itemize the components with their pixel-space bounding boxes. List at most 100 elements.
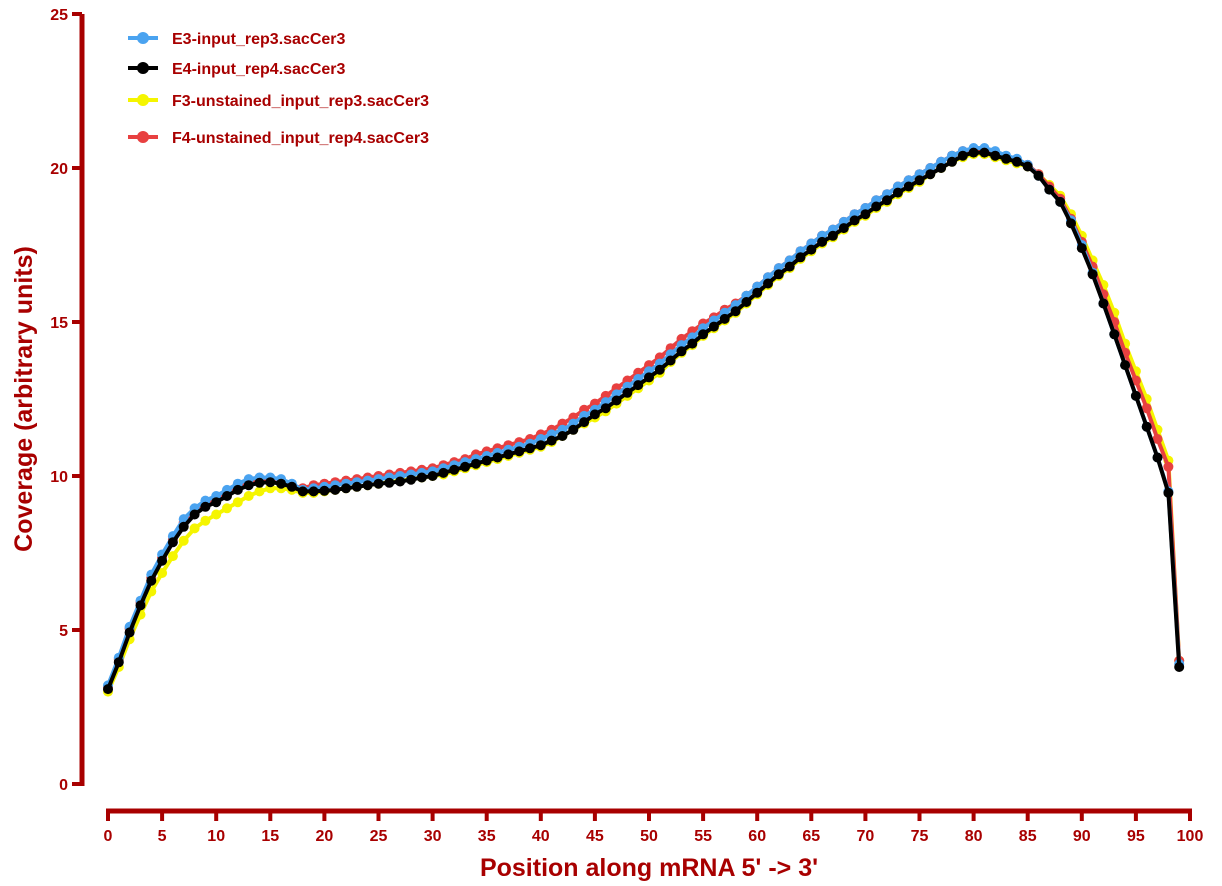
series-line	[106, 150, 1182, 690]
data-point	[719, 313, 730, 324]
data-point	[687, 338, 698, 349]
data-point	[460, 461, 471, 472]
data-point	[222, 491, 232, 501]
data-point	[211, 509, 222, 520]
data-point	[525, 443, 535, 454]
data-point	[838, 223, 849, 234]
data-point	[1044, 184, 1055, 195]
data-point	[492, 452, 503, 463]
data-point	[860, 209, 871, 220]
data-point	[773, 269, 784, 280]
data-point	[200, 515, 211, 526]
data-point	[243, 491, 254, 501]
x-tick-label: 5	[158, 828, 167, 845]
data-point	[1076, 243, 1087, 254]
data-point	[871, 201, 882, 212]
data-point	[622, 387, 633, 398]
data-point	[200, 501, 211, 512]
data-point	[189, 523, 200, 534]
data-point	[730, 306, 741, 317]
y-tick-label: 5	[59, 623, 68, 640]
data-point	[297, 486, 308, 497]
data-point	[308, 486, 319, 497]
data-point	[817, 236, 828, 247]
data-point	[1033, 170, 1044, 181]
legend-swatch-marker	[137, 131, 149, 143]
data-point	[1174, 662, 1185, 672]
data-point	[157, 555, 168, 566]
data-point	[222, 503, 232, 514]
data-point	[698, 329, 709, 340]
data-point	[882, 195, 892, 206]
data-point	[189, 509, 200, 520]
series-line	[106, 147, 1182, 688]
data-point	[1011, 156, 1022, 167]
data-point	[947, 156, 957, 167]
data-point	[211, 497, 222, 508]
data-point	[1120, 360, 1131, 371]
data-point	[362, 480, 373, 491]
data-point	[113, 657, 124, 668]
data-point	[276, 478, 287, 489]
x-tick-label: 75	[911, 828, 929, 845]
data-point	[1098, 298, 1109, 309]
data-point	[135, 600, 146, 611]
data-point	[103, 684, 113, 695]
data-point	[254, 486, 265, 497]
data-point	[611, 395, 622, 406]
y-tick-label: 20	[50, 161, 68, 178]
legend: E3-input_rep3.sacCer3 E4-input_rep4.sacCe…	[128, 31, 429, 147]
x-tick-label: 70	[857, 828, 875, 845]
data-point	[503, 449, 514, 460]
y-tick-label: 15	[50, 315, 68, 332]
data-point	[124, 627, 135, 638]
x-tick-label: 80	[965, 828, 983, 845]
data-point	[167, 537, 178, 548]
data-point	[676, 346, 687, 357]
data-point	[968, 147, 979, 158]
data-point	[406, 474, 416, 485]
data-point	[990, 150, 1001, 161]
data-point	[1163, 461, 1174, 472]
series-line	[106, 146, 1182, 687]
data-point	[319, 485, 330, 496]
data-point	[827, 230, 838, 241]
data-point	[146, 575, 157, 586]
data-point	[557, 431, 568, 441]
legend-swatch-marker	[137, 32, 149, 44]
data-point	[1130, 390, 1141, 401]
data-point	[1163, 487, 1174, 498]
data-point	[1109, 329, 1120, 340]
data-point	[449, 464, 460, 475]
x-tick-label: 100	[1177, 828, 1204, 845]
series-2	[103, 147, 1185, 695]
data-point	[416, 472, 427, 483]
x-tick-label: 60	[748, 828, 766, 845]
data-point	[763, 278, 773, 289]
y-tick-label: 25	[50, 7, 68, 24]
data-point	[373, 478, 384, 489]
data-point	[1022, 161, 1033, 172]
data-point	[351, 481, 362, 492]
data-point	[514, 446, 525, 457]
data-point	[1001, 153, 1012, 164]
x-tick-label: 55	[694, 828, 712, 845]
data-point	[892, 187, 903, 198]
x-tick-label: 90	[1073, 828, 1091, 845]
series-line	[106, 152, 1182, 693]
y-tick-label: 0	[59, 777, 68, 794]
series-3	[103, 149, 1185, 697]
data-point	[178, 535, 189, 546]
data-point	[1055, 196, 1066, 207]
legend-label: E4-input_rep4.sacCer3	[172, 61, 346, 78]
data-point	[384, 477, 395, 488]
data-point	[1066, 218, 1076, 229]
data-point	[600, 403, 611, 414]
x-tick-label: 35	[478, 828, 496, 845]
data-point	[438, 467, 449, 478]
data-point	[254, 477, 265, 488]
x-axis-title: Position along mRNA 5' -> 3'	[480, 854, 818, 882]
data-point	[1087, 269, 1098, 280]
data-point	[957, 150, 968, 161]
data-point	[741, 297, 752, 307]
